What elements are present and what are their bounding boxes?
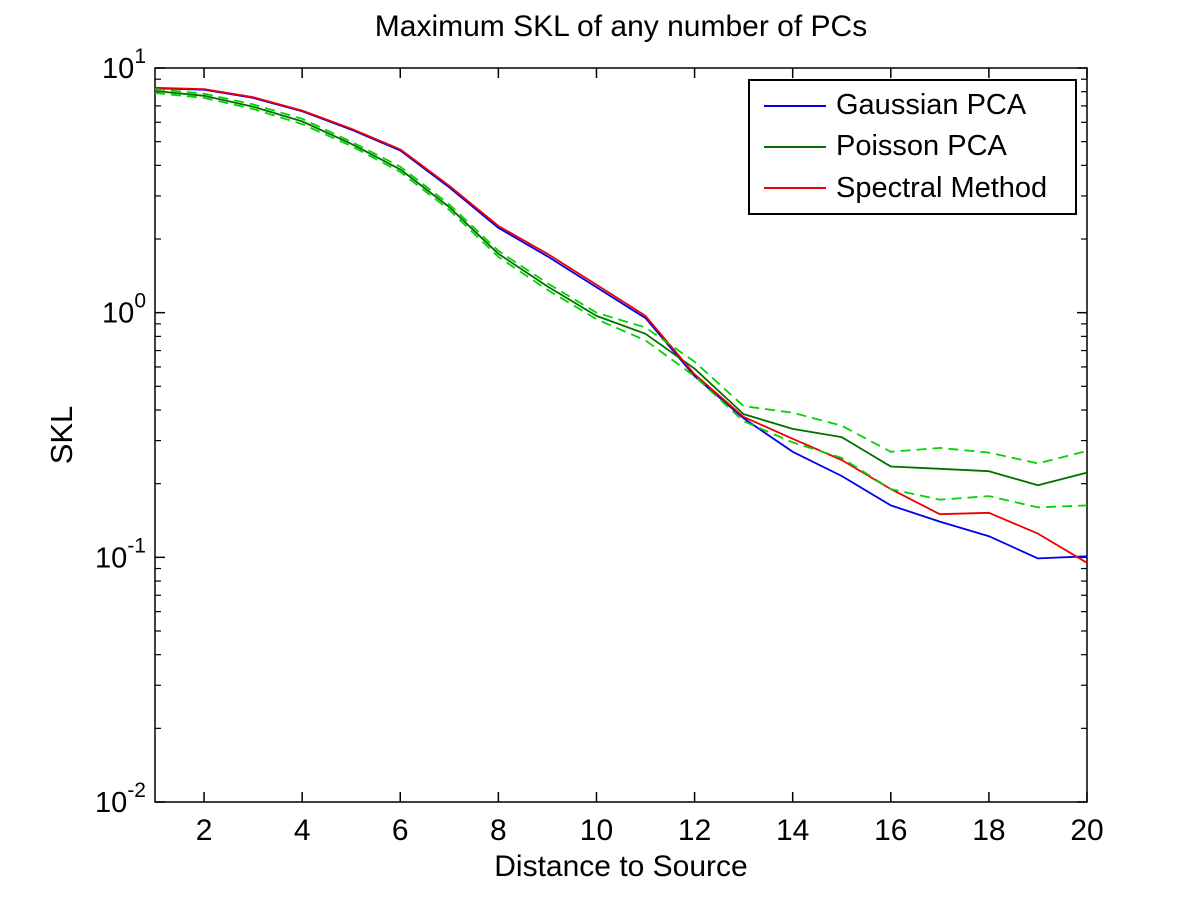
legend-line-sample-gaussian-pca <box>764 104 826 107</box>
x-tick-label: 4 <box>294 814 311 847</box>
x-tick-label: 16 <box>874 814 907 847</box>
y-axis-label: SKL <box>44 405 79 465</box>
x-axis-label: Distance to Source <box>494 850 748 883</box>
legend: Gaussian PCA Poisson PCA Spectral Method <box>748 79 1077 215</box>
series-line-poisson-pca-lower-bound <box>154 92 1088 509</box>
series-line-poisson-pca-upper-bound <box>154 88 1088 465</box>
legend-entry-label: Poisson PCA <box>836 130 1007 163</box>
x-tick-label: 12 <box>678 814 711 847</box>
y-tick-label: 10-2 <box>95 779 146 819</box>
x-tick-label: 6 <box>392 814 409 847</box>
x-tick-label: 20 <box>1070 814 1103 847</box>
x-tick-label: 14 <box>776 814 809 847</box>
legend-entry-label: Spectral Method <box>836 171 1048 204</box>
series-line-spectral-method <box>154 86 1088 564</box>
x-tick-label: 8 <box>490 814 507 847</box>
plot-border <box>154 67 1088 803</box>
legend-entry: Gaussian PCA <box>750 85 1075 126</box>
y-tick-label: 101 <box>102 45 146 85</box>
x-tick-label: 18 <box>972 814 1005 847</box>
legend-entry-label: Gaussian PCA <box>836 89 1027 122</box>
legend-entry: Poisson PCA <box>750 126 1075 167</box>
y-tick-label: 10-1 <box>95 534 146 574</box>
x-tick-label: 10 <box>580 814 613 847</box>
series-line-poisson-pca <box>154 90 1088 487</box>
y-tick-label: 100 <box>102 290 146 330</box>
legend-line-sample-spectral-method <box>764 187 826 190</box>
x-tick-label: 2 <box>196 814 213 847</box>
legend-entry: Spectral Method <box>750 168 1075 209</box>
legend-line-sample-poisson-pca <box>764 145 826 148</box>
chart-title: Maximum SKL of any number of PCs <box>374 10 868 43</box>
